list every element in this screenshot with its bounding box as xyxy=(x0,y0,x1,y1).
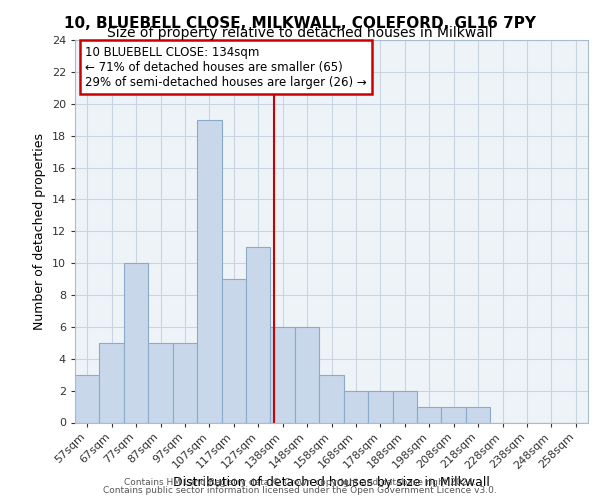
Bar xyxy=(319,374,344,422)
Text: 10 BLUEBELL CLOSE: 134sqm
← 71% of detached houses are smaller (65)
29% of semi-: 10 BLUEBELL CLOSE: 134sqm ← 71% of detac… xyxy=(85,46,367,88)
Bar xyxy=(148,343,173,422)
Text: Contains HM Land Registry data © Crown copyright and database right 2024.: Contains HM Land Registry data © Crown c… xyxy=(124,478,476,487)
Bar xyxy=(221,279,246,422)
Bar xyxy=(442,406,466,422)
Bar xyxy=(392,390,417,422)
Bar xyxy=(466,406,490,422)
Bar xyxy=(271,327,295,422)
Bar xyxy=(417,406,442,422)
Bar xyxy=(344,390,368,422)
Bar xyxy=(246,247,271,422)
Bar xyxy=(368,390,392,422)
Bar xyxy=(197,120,221,422)
X-axis label: Distribution of detached houses by size in Milkwall: Distribution of detached houses by size … xyxy=(173,476,490,489)
Bar xyxy=(173,343,197,422)
Bar xyxy=(75,374,100,422)
Text: Size of property relative to detached houses in Milkwall: Size of property relative to detached ho… xyxy=(107,26,493,40)
Text: 10, BLUEBELL CLOSE, MILKWALL, COLEFORD, GL16 7PY: 10, BLUEBELL CLOSE, MILKWALL, COLEFORD, … xyxy=(64,16,536,31)
Bar xyxy=(100,343,124,422)
Text: Contains public sector information licensed under the Open Government Licence v3: Contains public sector information licen… xyxy=(103,486,497,495)
Bar xyxy=(295,327,319,422)
Y-axis label: Number of detached properties: Number of detached properties xyxy=(33,132,46,330)
Bar xyxy=(124,263,148,422)
